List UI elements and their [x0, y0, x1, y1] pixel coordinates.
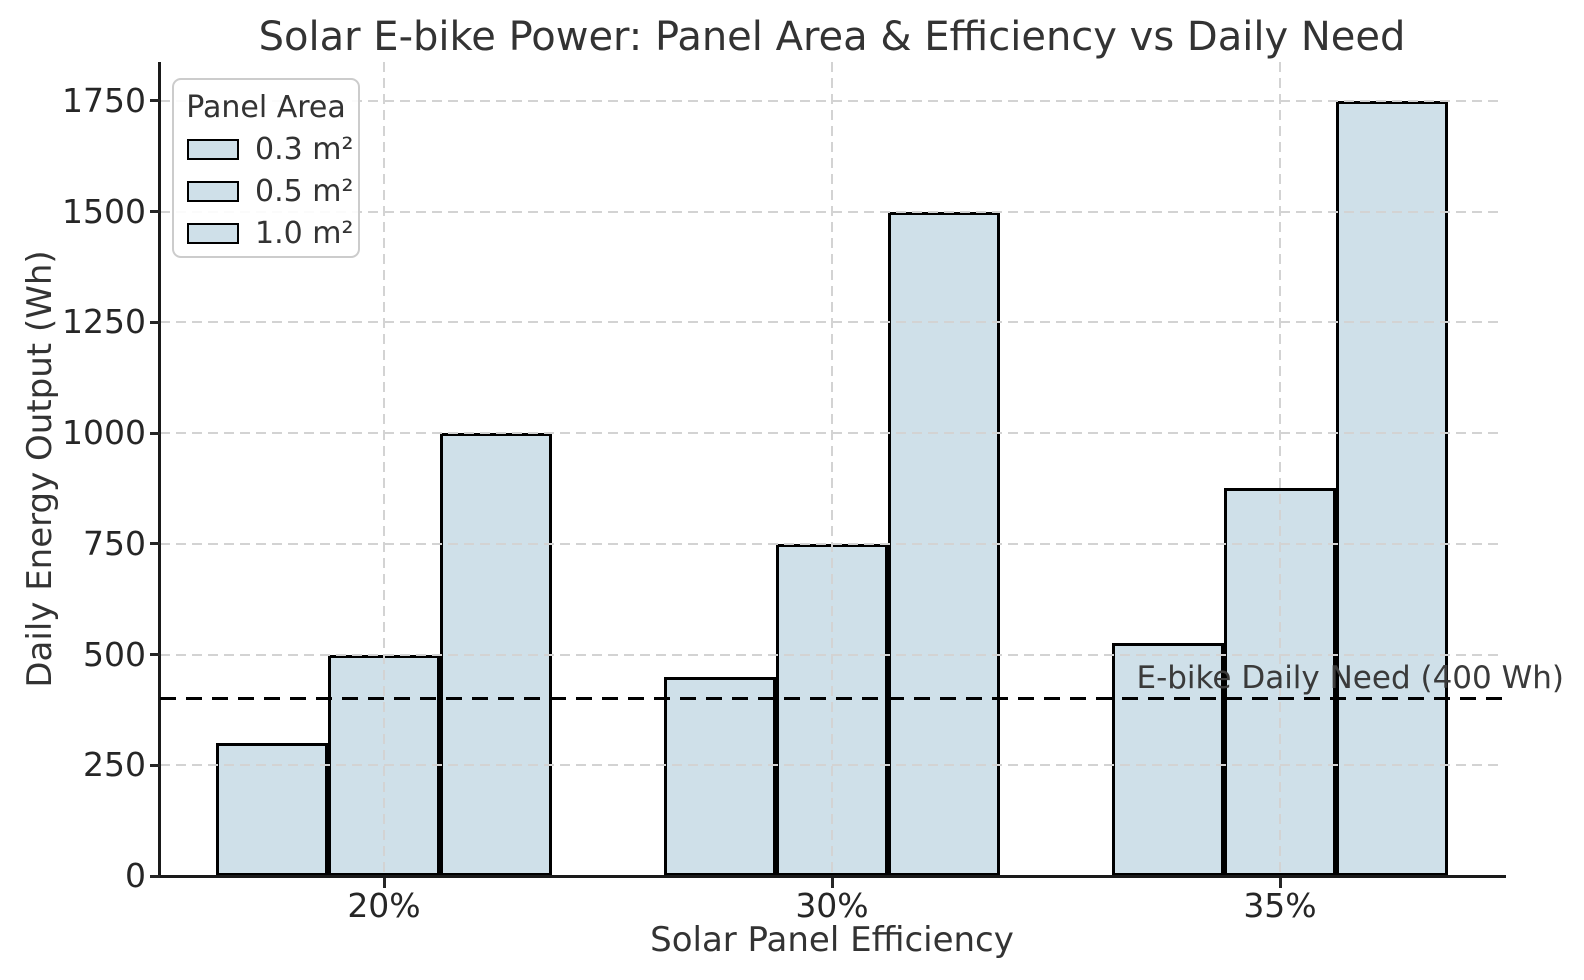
gridline-vertical — [1279, 62, 1281, 876]
y-tick — [150, 874, 160, 878]
y-tick-label: 1500 — [62, 191, 146, 231]
y-tick-label: 750 — [83, 523, 146, 563]
y-tick — [150, 431, 160, 435]
bar — [1112, 643, 1224, 876]
legend-item: 1.0 m² — [174, 212, 358, 254]
y-tick-label: 0 — [125, 856, 146, 895]
y-tick — [150, 99, 160, 103]
x-axis-spine — [157, 875, 1506, 878]
legend-swatch-icon — [187, 222, 239, 244]
x-tick — [1278, 878, 1282, 888]
legend-item-label: 0.5 m² — [255, 173, 354, 209]
legend-item: 0.3 m² — [174, 128, 358, 170]
x-tick — [830, 878, 834, 888]
legend-item: 0.5 m² — [174, 170, 358, 212]
reference-line — [160, 697, 1504, 701]
y-axis-spine — [158, 62, 161, 878]
legend-item-label: 0.3 m² — [255, 131, 354, 167]
bar-outline — [216, 743, 328, 876]
y-tick-label: 1750 — [62, 80, 146, 120]
bar-outline — [1112, 643, 1224, 876]
bar-outline — [1336, 100, 1448, 876]
y-tick — [150, 320, 160, 324]
legend-swatch-icon — [187, 180, 239, 202]
gridline-vertical — [383, 62, 385, 876]
y-tick-label: 1000 — [62, 413, 146, 452]
x-tick-label: 20% — [347, 886, 421, 925]
bar — [1336, 100, 1448, 876]
x-axis-label: Solar Panel Efficiency — [650, 920, 1014, 960]
y-tick-label: 500 — [83, 634, 146, 674]
legend-title: Panel Area — [186, 90, 346, 125]
y-tick — [150, 763, 160, 767]
legend-item-label: 1.0 m² — [255, 215, 354, 251]
y-tick — [150, 210, 160, 213]
x-tick — [382, 878, 386, 888]
reference-line-label: E-bike Daily Need (400 Wh) — [1136, 660, 1564, 696]
bar-outline — [664, 676, 776, 876]
legend: Panel Area 0.3 m² 0.5 m² 1.0 m² — [172, 78, 360, 258]
y-tick-label: 250 — [83, 745, 146, 785]
y-tick — [150, 653, 160, 656]
bar — [664, 676, 776, 876]
chart-title: Solar E-bike Power: Panel Area & Efficie… — [258, 14, 1406, 60]
gridline-vertical — [831, 62, 833, 876]
x-tick-label: 30% — [795, 886, 869, 925]
x-tick-label: 35% — [1243, 886, 1317, 925]
y-tick-label: 1250 — [62, 302, 146, 342]
legend-swatch-icon — [187, 138, 239, 160]
y-tick — [150, 542, 160, 546]
